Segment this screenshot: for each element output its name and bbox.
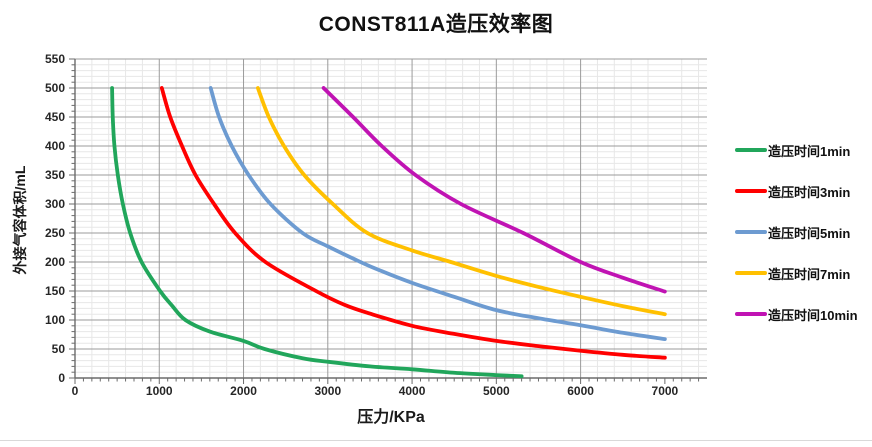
x-axis-title: 压力/KPa <box>357 409 425 426</box>
legend-item: 造压时间5min <box>735 223 858 241</box>
series-line-2 <box>208 86 667 342</box>
x-tick-label: 1000 <box>146 384 173 398</box>
series-line-4 <box>321 86 667 294</box>
legend-item-label: 造压时间3min <box>768 184 851 200</box>
minor-gridlines <box>75 59 707 378</box>
series-line-3 <box>255 86 667 317</box>
legend-item: 造压时间10min <box>735 305 858 323</box>
legend-line-swatch <box>735 189 767 193</box>
legend-item-label: 造压时间7min <box>768 266 851 282</box>
y-tick-label: 350 <box>45 168 65 182</box>
tick-marks <box>69 58 700 384</box>
legend-line-swatch <box>735 230 767 234</box>
legend-item-label: 造压时间5min <box>768 225 851 241</box>
series-line-1 <box>159 86 667 360</box>
legend-item-label: 造压时间1min <box>768 143 851 159</box>
x-tick-labels: 0 1000 2000 3000 4000 5000 6000 7000 <box>72 384 679 398</box>
x-tick-label: 3000 <box>314 384 341 398</box>
y-tick-label: 500 <box>45 81 65 95</box>
y-tick-label: 250 <box>45 226 65 240</box>
x-tick-label: 0 <box>72 384 79 398</box>
bottom-divider <box>0 440 872 441</box>
y-tick-label: 200 <box>45 255 65 269</box>
legend-item: 造压时间3min <box>735 182 858 200</box>
chart-title: CONST811A造压效率图 <box>318 13 554 36</box>
legend-item-label: 造压时间10min <box>768 307 858 323</box>
y-tick-label: 550 <box>45 52 65 66</box>
series-line-0 <box>110 86 524 379</box>
legend-line-swatch <box>735 148 767 152</box>
y-tick-label: 400 <box>45 139 65 153</box>
legend-item: 造压时间1min <box>735 141 858 159</box>
legend-line-swatch <box>735 312 767 316</box>
y-tick-label: 50 <box>52 342 66 356</box>
x-tick-label: 4000 <box>399 384 426 398</box>
y-tick-label: 150 <box>45 284 65 298</box>
y-tick-label: 450 <box>45 110 65 124</box>
y-tick-label: 0 <box>58 371 65 385</box>
x-tick-label: 7000 <box>652 384 679 398</box>
x-tick-label: 5000 <box>483 384 510 398</box>
legend-line-swatch <box>735 271 767 275</box>
x-tick-label: 2000 <box>230 384 257 398</box>
y-tick-label: 300 <box>45 197 65 211</box>
x-tick-label: 6000 <box>567 384 594 398</box>
legend: 造压时间1min 造压时间3min 造压时间5min 造压时间7min 造压时间… <box>735 141 858 346</box>
y-tick-labels: 0 50 100 150 200 250 300 350 400 450 500 550 <box>45 52 65 385</box>
y-axis-title: 外接气容体积/mL <box>12 165 28 275</box>
legend-item: 造压时间7min <box>735 264 858 282</box>
y-tick-label: 100 <box>45 313 65 327</box>
